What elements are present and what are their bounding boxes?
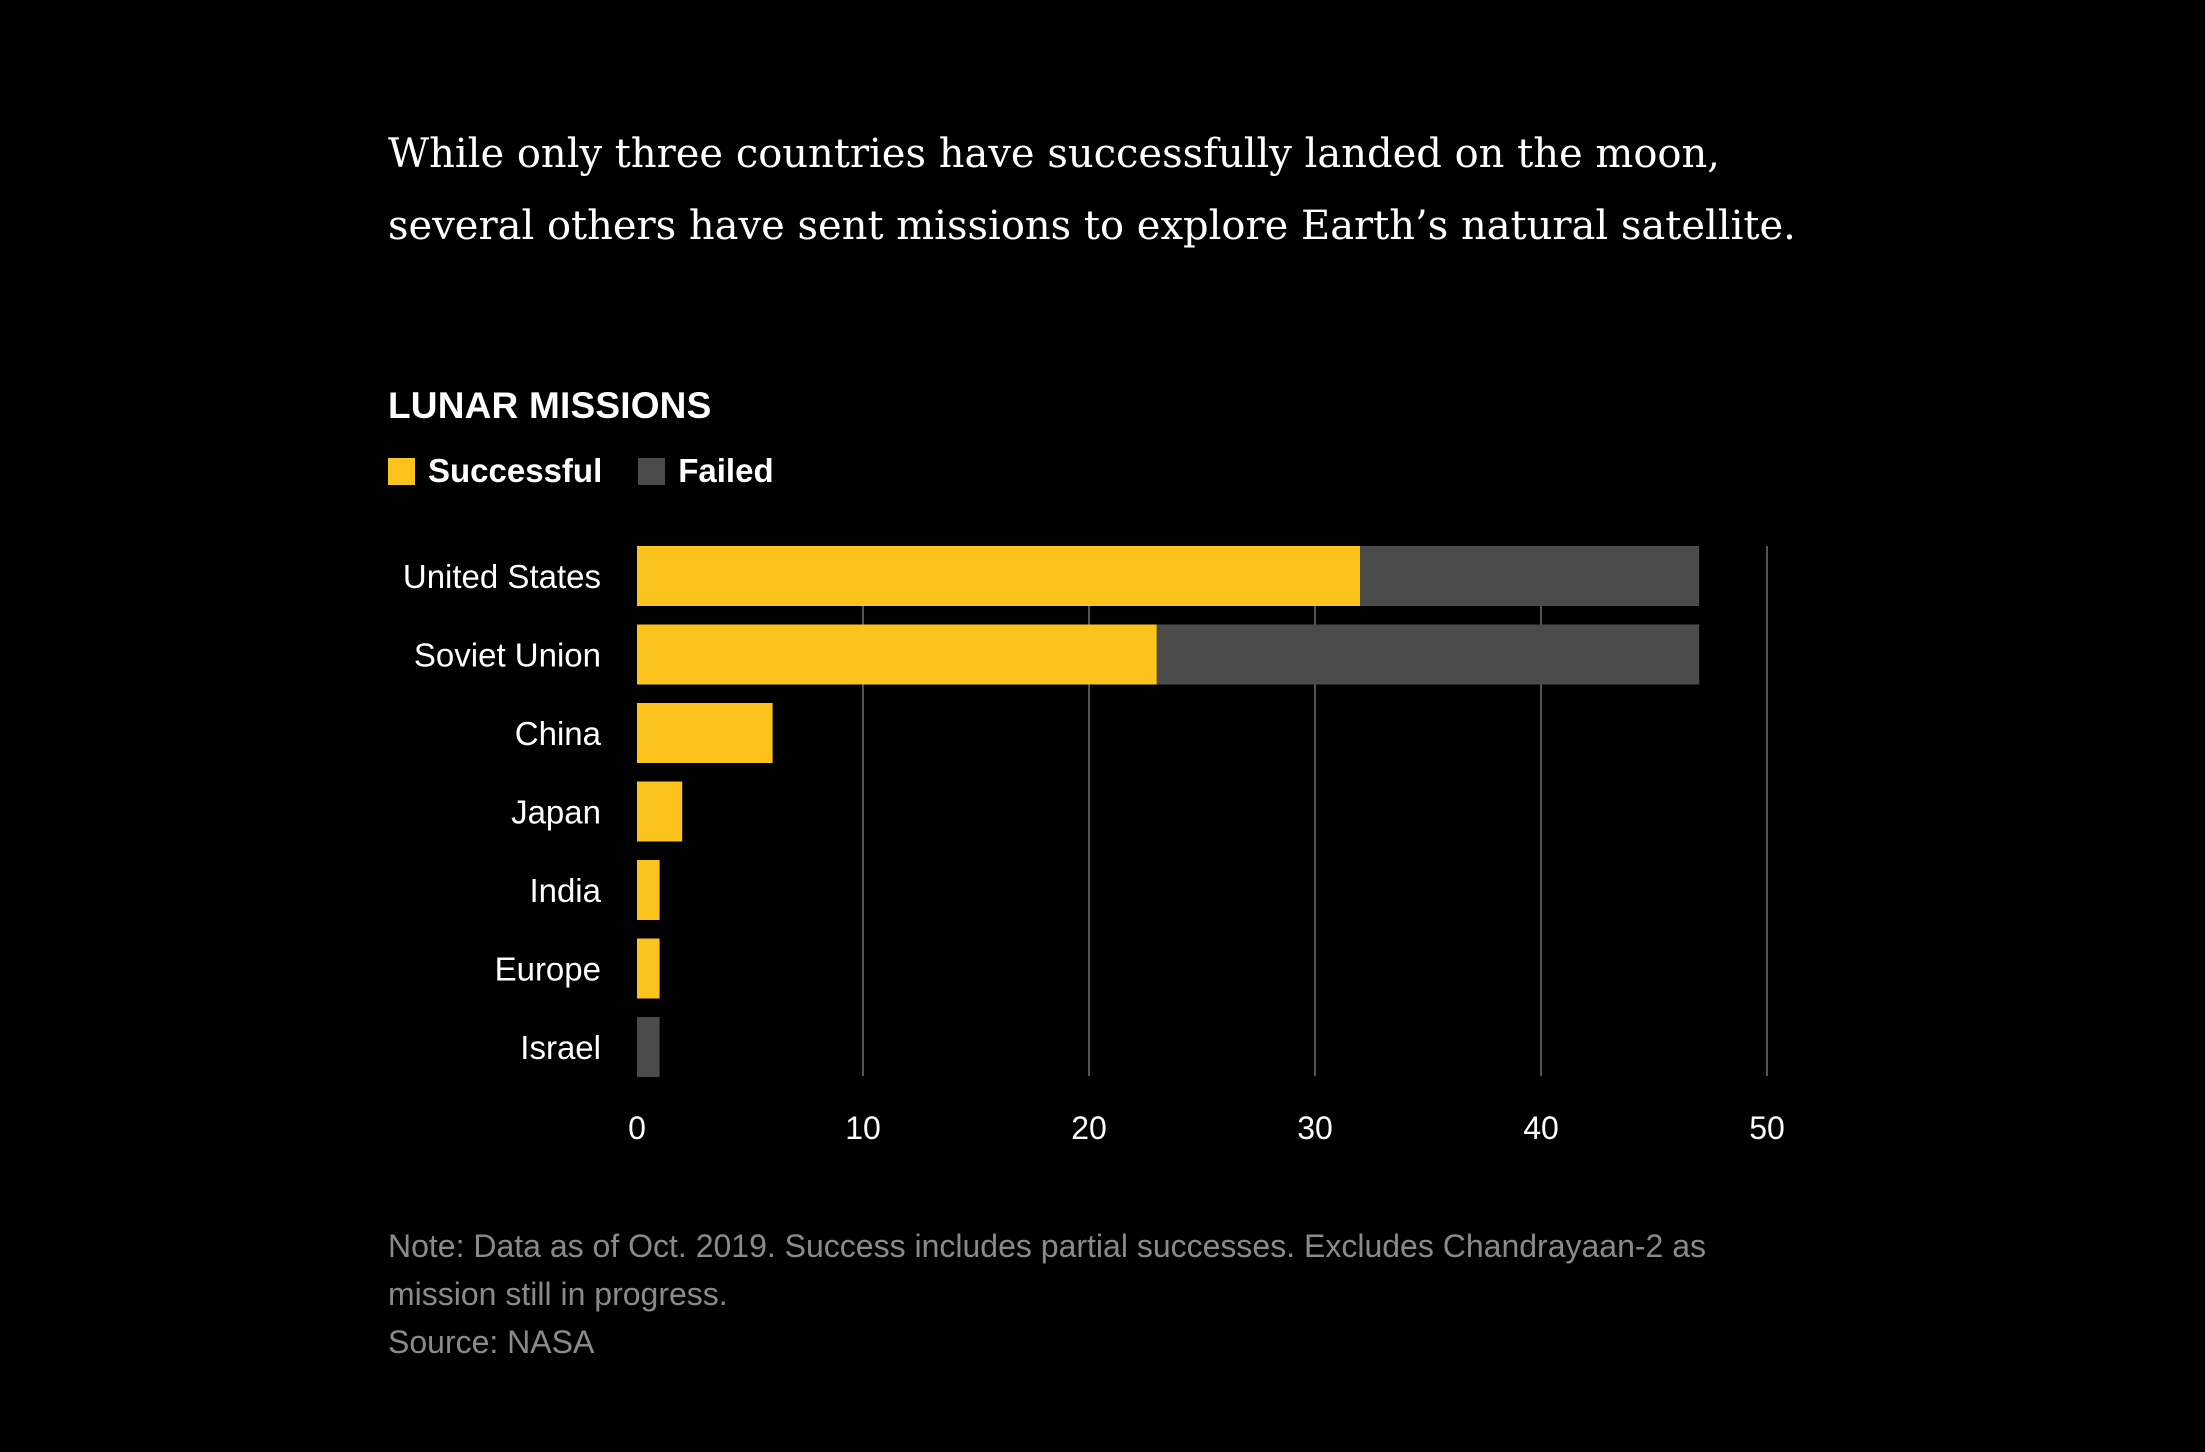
category-label: Japan [511,794,601,831]
legend-swatch-successful [388,457,415,485]
bar-successful [637,703,773,763]
tick-label: 40 [1523,1110,1559,1146]
bar-failed [1360,546,1700,606]
bar-successful [637,860,660,920]
tick-label: 50 [1749,1110,1785,1146]
bar-successful [637,781,683,842]
category-label: China [515,715,602,752]
category-label: India [529,872,601,909]
chart-title: LUNAR MISSIONS [388,385,712,426]
tick-label: 10 [845,1110,881,1146]
legend-item-successful: Successful [388,452,602,490]
legend-item-failed: Failed [638,452,774,490]
legend-label-failed: Failed [678,452,774,489]
tick-label: 30 [1297,1110,1333,1146]
bar-successful [637,546,1361,606]
bar-successful [637,624,1157,685]
tick-label: 0 [628,1110,646,1146]
source-text: Source: NASA [388,1324,595,1360]
legend-swatch-failed [638,457,666,485]
footnote: Note: Data as of Oct. 2019. Success incl… [388,1222,1808,1366]
headline: While only three countries have successf… [388,131,1796,249]
bar-successful [637,938,660,999]
tick-label: 20 [1071,1110,1107,1146]
bar-failed [1156,624,1700,685]
category-label: United States [403,558,601,595]
category-label: Israel [520,1029,601,1066]
note-text: Note: Data as of Oct. 2019. Success incl… [388,1228,1707,1312]
legend-label-successful: Successful [428,452,603,489]
category-label: Soviet Union [414,637,601,674]
legend: Successful Failed [388,452,810,490]
bar-failed [637,1017,660,1077]
category-label: Europe [495,951,601,988]
